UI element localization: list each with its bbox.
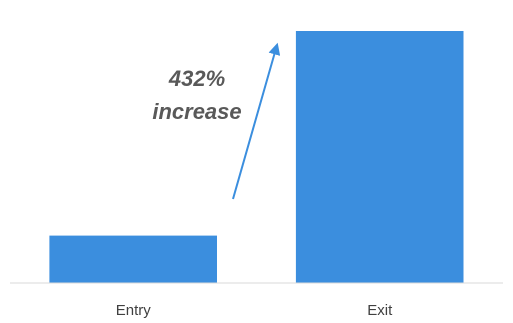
- bar-exit: [295, 31, 464, 283]
- x-tick-labels: Entry Exit: [116, 302, 393, 319]
- annotation-percent: 432%: [168, 66, 225, 91]
- annotation-label: increase: [152, 99, 241, 124]
- x-tick-label-entry: Entry: [116, 302, 152, 319]
- increase-arrow: [232, 42, 281, 200]
- bar-entry: [49, 235, 218, 283]
- bars-group: [49, 31, 464, 283]
- x-tick-label-exit: Exit: [367, 302, 393, 319]
